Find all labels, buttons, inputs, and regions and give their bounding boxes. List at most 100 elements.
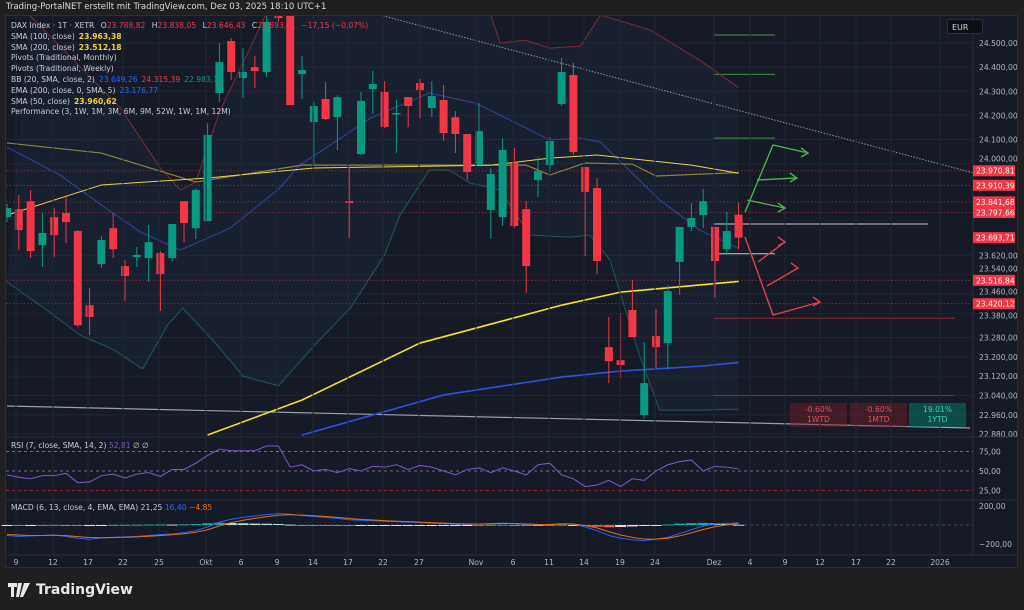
- arrow-head-icon: [789, 172, 799, 183]
- price-tick-label: 24.400,00: [979, 63, 1018, 72]
- rsi-legend[interactable]: RSI (7, close, SMA, 14, 2) 52,81 ∅ ∅: [11, 441, 149, 450]
- price-tick-label: 23.460,00: [979, 288, 1018, 297]
- time-tick-label: 9: [275, 558, 280, 567]
- candle: [298, 56, 306, 100]
- candle: [286, 16, 295, 106]
- chart-panel[interactable]: [5, 15, 1018, 568]
- candle-body: [663, 291, 672, 344]
- price-tick-label: 23.040,00: [979, 391, 1018, 400]
- perf-label: 1YTD: [927, 415, 948, 424]
- candle: [85, 288, 94, 336]
- macd-histogram-bar: [697, 522, 709, 525]
- candle-body: [404, 97, 413, 107]
- price-tick-label: 24.100,00: [979, 136, 1018, 145]
- macd-legend[interactable]: MACD (6, 13, close, 4, EMA, EMA) 21,25 1…: [11, 503, 212, 512]
- candle: [451, 111, 460, 154]
- macd-tick-label: −200,00: [979, 540, 1012, 549]
- price-tick-label: 23.540,00: [979, 264, 1018, 273]
- price-badge-label: 23.516,84: [976, 276, 1015, 285]
- tradingview-logo-icon: [8, 583, 30, 597]
- indicator-value: 23.963,38: [78, 31, 122, 41]
- low-value: 23.646,43: [206, 21, 246, 30]
- candle: [180, 201, 188, 243]
- ema200-line: [301, 361, 739, 436]
- tradingview-logo[interactable]: TradingView: [8, 582, 133, 598]
- candle-body: [215, 62, 224, 93]
- legend-pivots-monthly[interactable]: Pivots (Traditional, Monthly): [11, 53, 368, 64]
- legend-ema200[interactable]: EMA (200, close, 0, SMA, 5) 23.176,77: [11, 86, 368, 97]
- time-tick-label: 22: [118, 558, 128, 567]
- price-badge: [973, 165, 1015, 177]
- candle-body: [557, 71, 566, 105]
- candle-body: [652, 336, 660, 348]
- candle: [239, 48, 247, 99]
- time-tick-label: 19: [615, 558, 625, 567]
- sma50-line: [6, 154, 739, 216]
- macd-histogram-bar: [143, 524, 155, 526]
- candle: [50, 208, 59, 258]
- time-tick-label: 2026: [930, 558, 949, 567]
- indicator-name: SMA (100, close): [11, 31, 75, 41]
- indicator-name: EMA (200, close, 0, SMA, 5): [11, 85, 116, 95]
- candle: [321, 82, 330, 121]
- chart-title: Trading-PortalNET erstellt mit TradingVi…: [6, 2, 327, 12]
- legend: DAX Index · 1T · XETR O23.788,82 H23.838…: [11, 21, 368, 118]
- bb_basis-line: [6, 92, 739, 251]
- legend-bb[interactable]: BB (20, SMA, close, 2) 23.649,26 24.315,39…: [11, 75, 368, 86]
- macd-histogram-bar: [343, 525, 355, 526]
- candle: [380, 81, 389, 128]
- projection-arrows: [744, 144, 822, 316]
- price-badge-label: 23.693,71: [976, 234, 1015, 243]
- candle: [144, 225, 153, 282]
- legend-pivots-weekly[interactable]: Pivots (Traditional, Weekly): [11, 64, 368, 75]
- candle-body: [298, 70, 306, 75]
- macd-histogram-bar: [331, 525, 343, 526]
- time-tick-label: 6: [239, 558, 244, 567]
- macd-histogram-bar: [190, 524, 202, 526]
- bb-upper-value: 24.315,39: [141, 74, 181, 84]
- macd-histogram-bar: [485, 524, 497, 526]
- candle-body: [498, 149, 507, 218]
- price-badge: [973, 232, 1015, 244]
- time-tick-label: 9: [783, 558, 788, 567]
- candle-body: [522, 209, 531, 267]
- currency-button[interactable]: EUR: [947, 19, 983, 34]
- price-tick-label: 23.120,00: [979, 372, 1018, 381]
- macd-histogram-bar: [497, 524, 509, 526]
- macd-histogram-bar: [25, 525, 37, 526]
- legend-sma50[interactable]: SMA (50, close) 23.960,62: [11, 97, 368, 108]
- price-tick-label: 24.200,00: [979, 111, 1018, 120]
- candle-body: [85, 305, 94, 317]
- rsi-value: 52,81: [108, 441, 131, 450]
- indicator-value: 23.960,62: [73, 96, 117, 106]
- arrow-head-icon: [790, 262, 800, 273]
- candle: [250, 56, 259, 89]
- candle-body: [191, 190, 200, 229]
- candle: [687, 203, 696, 232]
- macd-histogram-bar: [36, 525, 48, 526]
- time-tick-label: Nov: [469, 558, 484, 567]
- candle: [675, 226, 684, 296]
- candle-body: [475, 131, 483, 166]
- legend-sma200[interactable]: SMA (200, close) 23.512,18: [11, 43, 368, 54]
- candle: [262, 16, 271, 78]
- macd-histogram-bar: [402, 525, 414, 526]
- price-pane: [6, 16, 973, 436]
- macd-histogram-bar: [284, 524, 296, 526]
- candle-body: [62, 212, 70, 223]
- macd-histogram-bar: [166, 524, 178, 526]
- candle-body: [144, 242, 153, 259]
- legend-symbol-row[interactable]: DAX Index · 1T · XETR O23.788,82 H23.838…: [11, 21, 368, 32]
- candle-body: [168, 224, 177, 259]
- macd-histogram-bar: [473, 525, 485, 526]
- macd-histogram-bar: [626, 525, 638, 527]
- macd-histogram-bar: [438, 525, 450, 526]
- legend-performance[interactable]: Performance (3, 1W, 1M, 3M, 6M, 9M, 52W,…: [11, 107, 368, 118]
- candle-body: [486, 174, 495, 211]
- legend-sma100[interactable]: SMA (100, close) 23.963,38: [11, 32, 368, 43]
- candle-body: [711, 226, 719, 261]
- candle: [345, 165, 354, 239]
- candle-body: [333, 97, 342, 118]
- perf-value: -0.60%: [865, 405, 892, 414]
